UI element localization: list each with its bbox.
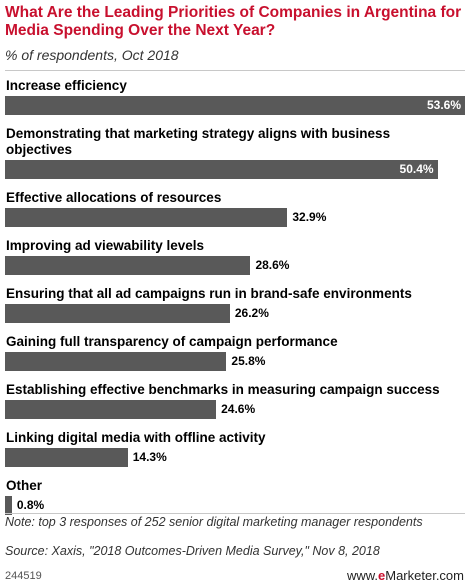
bar xyxy=(5,208,288,227)
bar xyxy=(5,400,217,419)
bar xyxy=(5,352,227,371)
bar xyxy=(5,496,12,515)
category-label: Demonstrating that marketing strategy al… xyxy=(6,126,391,157)
value-label: 0.8% xyxy=(16,498,45,512)
divider xyxy=(5,70,465,71)
category-label: Effective allocations of resources xyxy=(6,190,222,205)
value-label: 32.9% xyxy=(292,210,327,224)
bar xyxy=(5,256,251,275)
value-label: 24.6% xyxy=(221,402,256,416)
value-label: 26.2% xyxy=(234,306,269,320)
bar-chart: Increase efficiency 53.6% Demonstrating th… xyxy=(0,78,470,515)
chart-note: Note: top 3 responses of 252 senior digi… xyxy=(5,515,423,529)
value-label: 50.4% xyxy=(399,162,434,176)
value-label: 28.6% xyxy=(255,258,290,272)
value-label: 14.3% xyxy=(132,450,167,464)
bar xyxy=(5,160,438,179)
category-label: Increase efficiency xyxy=(6,78,127,93)
category-label: Establishing effective benchmarks in mea… xyxy=(6,382,440,397)
value-label: 25.8% xyxy=(231,354,266,368)
bar xyxy=(5,448,128,467)
chart-source: Source: Xaxis, "2018 Outcomes-Driven Med… xyxy=(5,544,380,558)
category-label: Improving ad viewability levels xyxy=(6,238,205,253)
category-label: Linking digital media with offline activ… xyxy=(6,430,266,445)
category-label: Other xyxy=(6,478,43,493)
emarketer-logo[interactable]: www.eMarketer.com xyxy=(346,568,464,583)
bar xyxy=(5,304,230,323)
chart-subtitle: % of respondents, Oct 2018 xyxy=(5,47,179,63)
bar xyxy=(5,96,465,115)
category-label: Ensuring that all ad campaigns run in br… xyxy=(6,286,412,301)
divider xyxy=(5,513,465,514)
chart-title: What Are the Leading Priorities of Compa… xyxy=(5,4,462,39)
category-label: Gaining full transparency of campaign pe… xyxy=(6,334,338,349)
value-label: 53.6% xyxy=(427,98,462,112)
chart-id: 244519 xyxy=(5,570,42,582)
